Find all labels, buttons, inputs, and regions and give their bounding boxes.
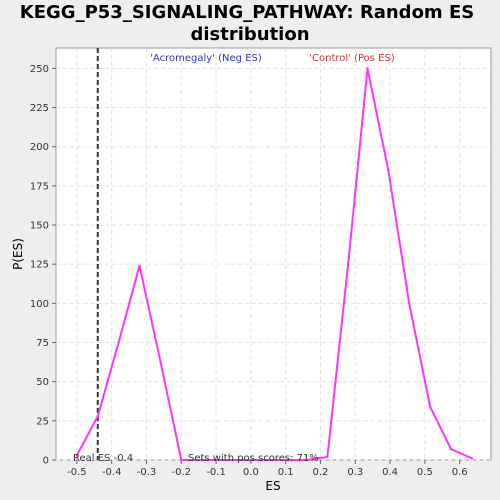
- es-data-point: [449, 447, 453, 451]
- es-data-point: [159, 360, 162, 363]
- plot-area: [55, 47, 492, 461]
- y-tick-label: 125: [30, 260, 49, 271]
- es-data-point: [347, 261, 350, 264]
- es-data-point: [96, 414, 99, 418]
- es-distribution-line: [76, 67, 473, 461]
- x-tick-label: -0.1: [206, 467, 226, 478]
- es-data-point: [242, 458, 246, 462]
- real-es-label: Real ES -0.4: [73, 453, 133, 464]
- es-data-point: [428, 405, 432, 408]
- es-data-point: [366, 67, 369, 70]
- chart-title-line1: KEGG_P53_SIGNALING_PATHWAY: Random ES: [20, 2, 474, 23]
- y-tick-label: 75: [36, 338, 49, 349]
- x-tick-label: 0.0: [243, 467, 259, 478]
- y-tick-label: 225: [30, 103, 49, 114]
- chart-title-line2: distribution: [190, 24, 309, 45]
- x-tick-label: 0.5: [417, 467, 433, 478]
- es-data-point: [200, 458, 204, 462]
- y-axis-label: P(ES): [11, 238, 25, 270]
- es-data-point: [138, 264, 141, 267]
- y-tick-label: 25: [36, 416, 49, 427]
- pos-es-label: 'Control' (Pos ES): [309, 53, 395, 64]
- neg-es-label: 'Acromegaly' (Neg ES): [150, 53, 262, 64]
- x-axis-ticks: -0.5 -0.4 -0.3 -0.2 -0.1 0.0 0.1 0.2 0.3 0.4 0.5 0.…: [67, 460, 468, 478]
- es-data-point: [75, 454, 79, 457]
- es-data-point: [263, 458, 266, 462]
- x-tick-label: 0.1: [278, 467, 294, 478]
- y-tick-label: 175: [30, 181, 49, 192]
- y-tick-label: 250: [30, 64, 49, 75]
- series-layer: [75, 67, 474, 462]
- es-data-point: [221, 458, 225, 462]
- es-data-point: [470, 457, 474, 460]
- es-data-point: [326, 455, 329, 459]
- es-data-point: [387, 168, 390, 172]
- x-tick-label: 0.6: [452, 467, 468, 478]
- es-data-point: [117, 341, 120, 344]
- y-tick-label: 50: [36, 377, 49, 388]
- es-data-point: [284, 458, 287, 462]
- x-tick-label: 0.4: [382, 467, 398, 478]
- grid-lines: [56, 48, 491, 461]
- x-tick-label: -0.3: [137, 467, 157, 478]
- x-tick-label: 0.2: [313, 467, 329, 478]
- x-tick-label: -0.4: [102, 467, 122, 478]
- x-axis-label: ES: [265, 479, 280, 493]
- es-data-point: [408, 302, 411, 305]
- x-tick-label: 0.3: [347, 467, 363, 478]
- x-tick-label: -0.2: [172, 467, 192, 478]
- es-data-point: [180, 458, 183, 462]
- y-tick-label: 100: [30, 299, 49, 310]
- es-data-point: [305, 458, 308, 462]
- y-tick-label: 0: [43, 456, 49, 467]
- y-tick-label: 150: [30, 221, 49, 232]
- pos-scores-label: Sets with pos scores: 71%: [188, 453, 319, 464]
- x-tick-label: -0.5: [67, 467, 87, 478]
- y-tick-label: 200: [30, 142, 49, 153]
- y-axis-ticks: 0 25 50 75 100 125 150 175 200 225 250: [30, 64, 56, 467]
